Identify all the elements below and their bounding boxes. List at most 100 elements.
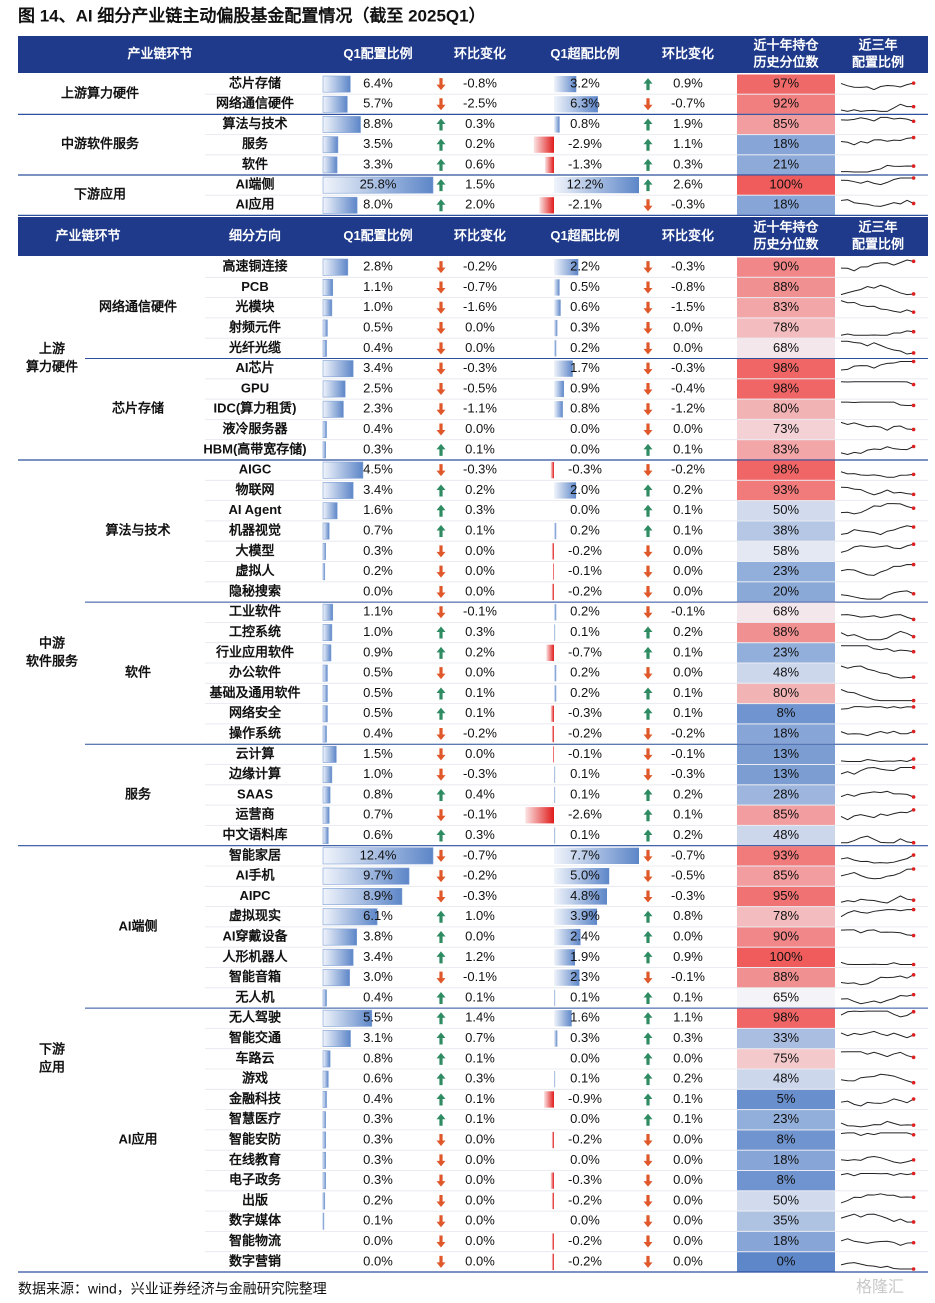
allocation-change: 0.3% — [465, 1071, 495, 1086]
sparkline-end — [911, 992, 916, 997]
overweight-bar — [554, 868, 610, 885]
arrow-down — [643, 1194, 653, 1207]
overweight-change: 0.1% — [673, 644, 703, 659]
overweight-value: 0.3% — [570, 319, 600, 334]
allocation-value: 0.2% — [363, 563, 393, 578]
row-name: 智能物流 — [229, 1233, 281, 1248]
arrow-down — [643, 748, 653, 761]
arrow-up — [643, 646, 653, 659]
sparkline-end — [911, 1158, 916, 1162]
row-name: 算法与技术 — [222, 116, 287, 131]
overweight-value: 0.1% — [570, 786, 600, 801]
arrow-up — [643, 1012, 653, 1025]
header-cell: Q1超配比例 — [550, 46, 619, 61]
arrow-up — [643, 809, 653, 822]
overweight-value: -0.7% — [568, 644, 602, 659]
allocation-value: 3.3% — [363, 156, 393, 171]
overweight-bar — [552, 563, 554, 580]
allocation-bar — [322, 481, 354, 499]
group-name: 软件服务 — [26, 653, 79, 668]
arrow-down — [643, 362, 653, 375]
allocation-value: 3.4% — [363, 949, 393, 964]
allocation-bar — [322, 502, 338, 520]
allocation-value: 1.5% — [363, 746, 393, 761]
sparkline — [840, 199, 914, 207]
allocation-change: 0.1% — [465, 1050, 495, 1065]
sparkline — [840, 961, 914, 965]
percentile-value: 48% — [773, 827, 799, 842]
overweight-bar — [544, 156, 554, 173]
sparkline-end — [911, 1220, 916, 1224]
group-name: 上游算力硬件 — [61, 86, 139, 101]
percentile-value: 8% — [777, 1131, 796, 1146]
allocation-change: 1.4% — [465, 1010, 495, 1025]
row-name: SAAS — [237, 786, 273, 801]
overweight-value: -1.3% — [568, 156, 602, 171]
allocation-bar — [322, 299, 333, 317]
header-bg — [18, 36, 928, 73]
percentile-cell — [737, 866, 835, 886]
allocation-bar — [322, 766, 333, 784]
row-name: 智能音箱 — [229, 969, 281, 984]
overweight-change: 0.1% — [673, 807, 703, 822]
arrow-down — [436, 728, 446, 741]
subgroup-name: 算法与技术 — [105, 522, 170, 537]
percentile-value: 21% — [773, 156, 799, 171]
percentile-cell — [737, 744, 835, 764]
row-name: 数字营销 — [229, 1253, 281, 1268]
percentile-cell — [737, 338, 835, 358]
arrow-up — [643, 1113, 653, 1126]
overweight-change: -0.4% — [671, 380, 705, 395]
row-name: 机器视觉 — [229, 522, 281, 537]
overweight-bar — [533, 136, 554, 153]
allocation-bar — [322, 136, 339, 154]
overweight-change: 0.0% — [673, 928, 703, 943]
arrow-up — [436, 910, 446, 923]
sparkline — [840, 300, 914, 313]
overweight-value: -0.9% — [568, 1091, 602, 1106]
arrow-up — [436, 138, 446, 151]
sparkline — [840, 929, 914, 937]
allocation-change: 0.0% — [465, 1172, 495, 1187]
arrow-down — [436, 585, 446, 598]
arrow-up — [436, 646, 446, 659]
allocation-change: 0.0% — [465, 563, 495, 578]
sparkline — [840, 689, 914, 702]
arrow-down — [436, 1154, 446, 1167]
sparkline — [840, 909, 914, 918]
arrow-down — [643, 1235, 653, 1248]
sparkline — [840, 868, 914, 880]
percentile-value: 98% — [773, 462, 799, 477]
sparkline — [840, 284, 914, 296]
arrow-down — [643, 322, 653, 335]
allocation-bar — [322, 725, 327, 743]
percentile-value: 93% — [773, 847, 799, 862]
arrow-down — [436, 809, 446, 822]
allocation-bar — [322, 258, 349, 276]
sparkline — [840, 730, 914, 737]
percentile-cell — [737, 1089, 835, 1110]
percentile-value: 65% — [773, 989, 799, 1004]
percentile-value: 38% — [773, 522, 799, 537]
percentile-value: 98% — [773, 1010, 799, 1025]
allocation-bar — [322, 786, 331, 804]
percentile-cell — [737, 968, 835, 988]
overweight-change: 0.1% — [673, 441, 703, 456]
overweight-value: -0.2% — [568, 583, 602, 598]
overweight-bar — [551, 1253, 554, 1270]
arrow-down — [436, 748, 446, 761]
percentile-value: 50% — [773, 502, 799, 517]
percentile-cell — [737, 155, 835, 175]
percentile-value: 0% — [777, 1253, 796, 1268]
overweight-value: 0.0% — [570, 1050, 600, 1065]
overweight-bar — [551, 583, 554, 601]
sparkline-end — [911, 634, 916, 639]
percentile-cell — [737, 419, 835, 440]
percentile-value: 8% — [777, 705, 796, 720]
overweight-bar — [554, 177, 639, 194]
allocation-bar — [322, 1131, 326, 1149]
overweight-value: 0.1% — [570, 766, 600, 781]
sparkline — [840, 1238, 914, 1246]
sparkline-end — [911, 472, 916, 477]
header-bg — [18, 217, 928, 256]
